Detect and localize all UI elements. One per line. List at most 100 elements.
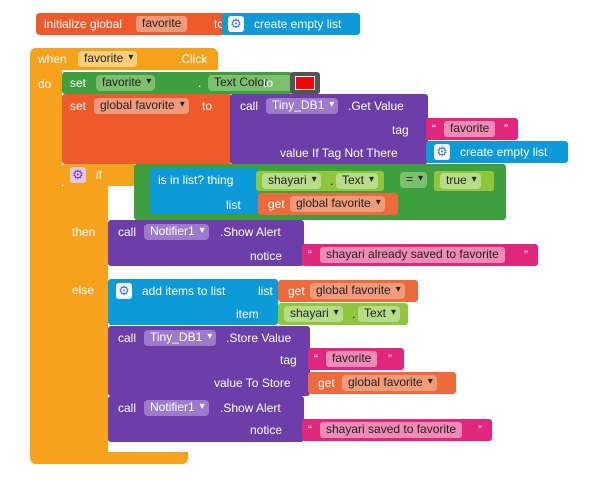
add-items-to-list-block[interactable]: ⚙ add items to list list item [108,279,278,325]
store-value-block[interactable]: call Tiny_DB1 .Store Value tag value To … [108,326,310,396]
is-in-list-block[interactable]: is in list? thing list [150,168,258,214]
set-label: set [70,76,87,90]
item-property-dropdown[interactable]: Text [358,306,401,322]
quote-open: “ [308,423,312,437]
gear-icon[interactable]: ⚙ [70,167,86,183]
initialize-global-label: initialize global [44,17,123,31]
event-handler-footer [30,452,188,464]
alert1-notice-label: notice [250,249,283,263]
gear-icon[interactable]: ⚙ [228,16,244,32]
global-var-name-field[interactable]: favorite [136,16,188,32]
alert1-text-value[interactable]: shayari already saved to favorite [320,247,505,263]
store-tag-text-block[interactable]: “ favorite ” [308,348,404,370]
create-empty-list-block[interactable]: ⚙ create empty list [222,13,360,35]
set-dot-label: . [198,76,202,90]
gear-icon[interactable]: ⚙ [434,144,450,160]
get-global-favorite-block-2[interactable]: get global favorite [278,280,418,302]
get-label: get [288,284,305,298]
quote-open: “ [432,122,436,136]
alert2-text-value[interactable]: shayari saved to favorite [320,422,463,438]
then-label: then [72,225,96,239]
quote-open: “ [308,248,312,262]
get-var-dropdown[interactable]: global favorite [342,375,437,391]
alert1-call-label: call [118,225,137,239]
show-alert-block-2[interactable]: call Notifier1 .Show Alert notice [108,396,304,442]
else-label: else [72,283,95,297]
store-value-label: value To Store [214,376,291,390]
if-label: if [96,168,102,182]
store-call-label: call [118,331,137,345]
set-global-to-label: to [202,99,213,113]
is-in-list-label: is in list? thing [158,173,234,187]
getvalue-default-list-block[interactable]: ⚙ create empty list [426,141,568,163]
tinydb-getvalue-block[interactable]: call Tiny_DB1 .Get Value tag value If Ta… [230,94,428,164]
is-in-list-list-label: list [226,198,241,212]
initialize-global-block[interactable]: initialize global favorite to [36,13,226,35]
get-var-dropdown[interactable]: global favorite [290,196,385,212]
red-color-swatch [295,76,315,90]
getvalue-default-value: create empty list [460,145,548,159]
color-block[interactable] [290,72,320,94]
store-tag-label: tag [280,353,297,367]
get-label: get [318,376,335,390]
store-component-dropdown[interactable]: Tiny_DB1 [144,330,217,346]
getvalue-method-label: .Get Value [348,99,404,113]
quote-open: “ [314,352,318,366]
event-handler-left-arm [30,70,62,454]
shayari-component-dropdown[interactable]: shayari [262,173,321,189]
event-component-dropdown[interactable]: favorite [78,51,138,67]
quote-close: ” [388,352,392,366]
set-color-to-label: to [263,76,274,90]
get-var-dropdown[interactable]: global favorite [310,283,405,299]
get-label: get [268,197,285,211]
getvalue-component-dropdown[interactable]: Tiny_DB1 [266,98,339,114]
getvalue-tag-value[interactable]: favorite [444,121,496,137]
getter-dot-label: . [330,174,334,188]
set-global-var-dropdown[interactable]: global favorite [94,98,189,114]
set-text-color-block[interactable]: set favorite . Text Color to [62,72,314,94]
event-handler-block[interactable]: when favorite .Click [30,48,218,70]
set-global-block[interactable]: set global favorite to [62,94,232,164]
compare-operator-dropdown[interactable]: = [400,172,428,188]
init-to-label: to [214,17,225,31]
quote-close: ” [478,423,482,437]
alert2-notice-label: notice [250,423,283,437]
alert2-text-block[interactable]: “ shayari saved to favorite ” [302,419,492,441]
add-items-label: add items to list [142,284,226,298]
quote-close: ” [504,122,508,136]
item-shayari-text-getter[interactable]: shayari . Text [278,303,408,325]
item-component-dropdown[interactable]: shayari [284,306,343,322]
compare-true-block[interactable]: true [434,171,494,191]
alert1-method-label: .Show Alert [220,225,281,239]
getvalue-tag-label: tag [392,123,409,137]
store-tag-value[interactable]: favorite [326,351,378,367]
if-block[interactable]: ⚙ if [62,164,136,186]
do-label: do [38,77,52,91]
show-alert-block-1[interactable]: call Notifier1 .Show Alert notice [108,220,304,266]
alert1-component-dropdown[interactable]: Notifier1 [144,224,209,240]
quote-close: ” [524,248,528,262]
alert2-method-label: .Show Alert [220,401,281,415]
get-global-favorite-block-3[interactable]: get global favorite [308,372,456,394]
alert2-call-label: call [118,401,137,415]
set-component-dropdown[interactable]: favorite [96,75,156,91]
getvalue-call-label: call [240,99,259,113]
shayari-property-dropdown[interactable]: Text [336,173,379,189]
get-global-favorite-block-1[interactable]: get global favorite [258,193,398,215]
store-method-label: .Store Value [226,331,292,345]
add-items-list-label: list [258,284,273,298]
shayari-text-getter[interactable]: shayari . Text [256,171,384,191]
alert2-component-dropdown[interactable]: Notifier1 [144,400,209,416]
getvalue-tag-text-block[interactable]: “ favorite ” [426,118,518,140]
add-items-item-label: item [236,307,259,321]
compare-value-dropdown[interactable]: true [440,173,481,189]
if-block-arm [62,186,108,454]
item-dot-label: . [352,307,356,321]
when-label: when [38,52,67,66]
create-empty-list-label: create empty list [254,17,342,31]
event-name-label: .Click [178,52,208,66]
getvalue-default-label: value If Tag Not There [280,146,398,160]
set-global-set-label: set [70,99,87,113]
gear-icon[interactable]: ⚙ [116,283,132,299]
alert1-text-block[interactable]: “ shayari already saved to favorite ” [302,244,538,266]
